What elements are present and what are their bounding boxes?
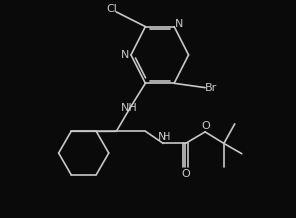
Text: N: N [175,19,184,29]
Text: Br: Br [205,83,217,93]
Text: N: N [121,50,129,60]
Text: O: O [201,121,210,131]
Text: O: O [181,169,190,179]
Text: Cl: Cl [106,4,117,14]
Text: NH: NH [120,103,137,113]
Text: H: H [163,132,171,142]
Text: N: N [158,132,166,142]
